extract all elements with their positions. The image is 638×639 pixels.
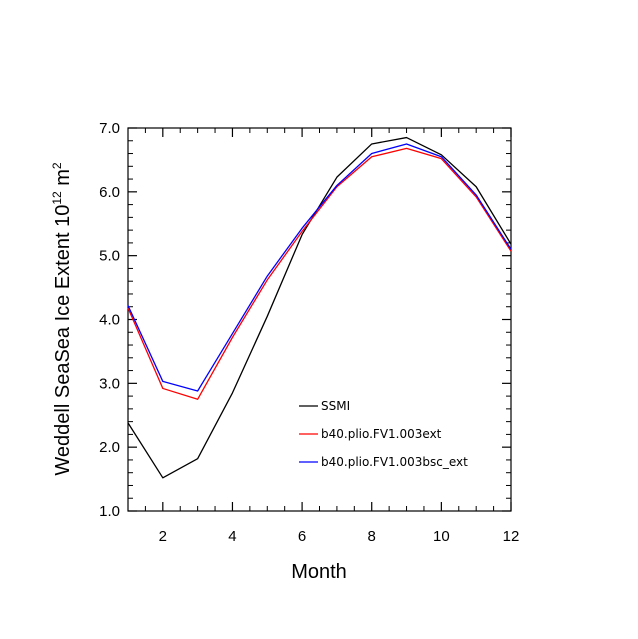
x-tick-label: 8 — [368, 528, 376, 545]
x-tick-label: 12 — [503, 528, 520, 545]
plot-frame — [127, 127, 512, 512]
x-tick-label: 2 — [159, 528, 167, 545]
legend-label-ssmi: SSMI — [321, 399, 350, 413]
y-tick-labels: 1.0 2.0 3.0 4.0 5.0 6.0 7.0 — [99, 120, 120, 520]
y-axis-title-unit-exponent: 2 — [50, 162, 64, 169]
y-tick-label: 7.0 — [99, 120, 120, 137]
legend: SSMI b40.plio.FV1.003ext b40.plio.FV1.00… — [299, 399, 468, 469]
y-tick-label: 6.0 — [99, 184, 120, 201]
x-axis-title: Month — [291, 561, 347, 583]
y-tick-label: 3.0 — [99, 375, 120, 392]
series-bsc-ext-line — [127, 143, 512, 392]
x-tick-label: 6 — [298, 528, 306, 545]
legend-label-ext: b40.plio.FV1.003ext — [321, 427, 442, 441]
x-tick-label: 10 — [433, 528, 450, 545]
minor-ticks — [127, 128, 511, 511]
series-lines — [127, 136, 512, 479]
y-tick-label: 4.0 — [99, 312, 120, 329]
y-tick-label: 5.0 — [99, 248, 120, 265]
y-axis-title: Weddell SeaSea Ice Extent 1012 m2 — [50, 162, 74, 476]
y-axis-title-main: Weddell SeaSea Ice Extent 10 — [52, 205, 74, 476]
series-ssmi-line — [127, 136, 512, 479]
y-tick-label: 2.0 — [99, 439, 120, 456]
x-tick-label: 4 — [228, 528, 236, 545]
major-ticks — [128, 127, 512, 512]
y-tick-label: 1.0 — [99, 503, 120, 520]
series-ext-line — [127, 147, 512, 400]
x-tick-labels: 2 4 6 8 10 12 — [159, 528, 520, 545]
y-axis-title-exponent: 12 — [50, 191, 64, 205]
legend-label-bsc-ext: b40.plio.FV1.003bsc_ext — [321, 455, 468, 469]
y-axis-title-unit: m — [52, 169, 74, 191]
